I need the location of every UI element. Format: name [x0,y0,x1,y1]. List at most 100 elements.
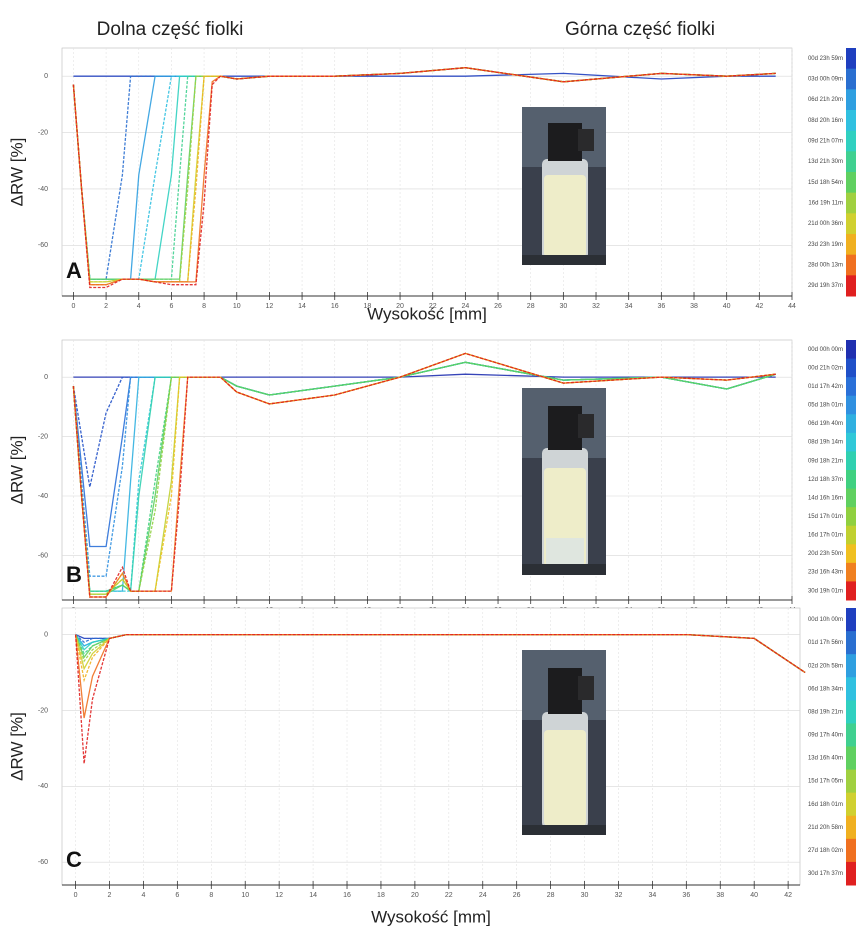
x-tick-label: 22 [429,303,437,310]
x-tick-label: 36 [657,303,665,310]
legend-label: 23d 23h 19m [808,242,843,248]
y-axis-title: ΔRW [%] [7,138,26,207]
x-tick-label: 22 [445,892,453,899]
legend-swatch [846,608,856,632]
legend-swatch [846,234,856,256]
x-tick-label: 44 [788,303,796,310]
x-tick-label: 4 [137,303,141,310]
legend-swatch [846,677,856,701]
legend-label: 28d 00h 13m [808,263,843,269]
x-tick-label: 42 [784,892,792,899]
panel-letter: A [66,258,82,283]
legend-swatch [846,654,856,678]
legend-swatch [846,130,856,152]
x-tick-label: 18 [363,303,371,310]
series-line [72,67,776,289]
x-tick-label: 20 [411,892,419,899]
x-tick-label: 12 [266,303,274,310]
y-tick-label: 0 [44,374,48,381]
y-tick-label: 0 [44,631,48,638]
legend-label: 01d 17h 42m [808,384,843,390]
y-axis-title: ΔRW [%] [7,712,26,781]
x-tick-label: 28 [547,892,555,899]
legend-label: 00d 10h 00m [808,617,843,623]
legend-label: 09d 21h 07m [808,139,843,145]
x-tick-label: 40 [750,892,758,899]
legend-swatch [846,631,856,655]
y-tick-label: -20 [38,707,48,714]
x-tick-label: 2 [104,303,108,310]
x-tick-label: 16 [331,303,339,310]
legend-swatch [846,815,856,840]
x-axis-title: Wysokość [mm] [367,304,487,323]
legend-label: 12d 18h 37m [808,477,843,483]
plot-area [61,47,793,297]
y-tick-label: -40 [38,783,48,790]
photos [522,107,606,835]
legend-label: 03d 00h 09m [808,77,843,83]
header-right: Górna część fiolki [565,19,715,40]
legend-label: 14d 16h 16m [808,495,843,501]
legend-label: 00d 21h 02m [808,365,843,371]
y-tick-label: -60 [38,552,48,559]
y-tick-label: -60 [38,859,48,866]
vial-photo [522,650,606,835]
legend-label: 13d 16h 40m [808,756,843,762]
legend-swatch [846,340,856,360]
legend-swatch [846,213,856,235]
legend-label: 01d 17h 56m [808,640,843,646]
y-tick-label: -40 [38,186,48,193]
legend-swatch [846,525,856,545]
plot-area [61,339,793,601]
x-axis-title: Wysokość [mm] [371,907,491,926]
legend-label: 00d 00h 00m [808,347,843,353]
legend-label: 00d 23h 59m [808,56,843,62]
x-tick-label: 18 [377,892,385,899]
legend-label: 02d 20h 58m [808,663,843,669]
x-tick-label: 8 [202,303,206,310]
legend-swatch [846,358,856,378]
x-tick-label: 0 [71,303,75,310]
legend-swatch [846,451,856,471]
x-tick-label: 16 [343,892,351,899]
legend-swatch [846,151,856,173]
legend-swatch [846,254,856,276]
x-tick-label: 26 [494,303,502,310]
legend-swatch [846,581,856,601]
x-tick-label: 32 [592,303,600,310]
legend-label: 16d 19h 11m [808,201,843,207]
legend-swatch [846,68,856,90]
x-tick-label: 42 [755,303,763,310]
legend-label: 30d 19h 01m [808,588,843,594]
legend-label: 21d 00h 36m [808,221,843,227]
y-tick-label: -40 [38,493,48,500]
x-tick-label: 8 [209,892,213,899]
vial-photo [522,388,606,575]
x-tick-label: 26 [513,892,521,899]
legend-label: 16d 17h 01m [808,533,843,539]
x-tick-label: 14 [298,303,306,310]
legend-swatch [846,48,856,70]
legend-swatch [846,488,856,508]
legend-label: 16d 18h 01m [808,802,843,808]
legend-swatch [846,172,856,194]
y-axis-title: ΔRW [%] [7,436,26,505]
legend-swatch [846,395,856,415]
legend-label: 20d 23h 50m [808,551,843,557]
legend-swatch [846,861,856,886]
y-tick-label: 0 [44,73,48,80]
legend-label: 21d 20h 58m [808,825,843,831]
legend-swatch [846,792,856,817]
y-tick-label: -60 [38,242,48,249]
legend-swatch [846,275,856,297]
x-tick-label: 10 [233,303,241,310]
plot-area [61,607,801,886]
legend-label: 05d 18h 01m [808,403,843,409]
legend-swatch [846,414,856,434]
x-tick-label: 40 [723,303,731,310]
x-tick-label: 34 [649,892,657,899]
legend-swatch [846,192,856,214]
x-tick-label: 28 [527,303,535,310]
legend-label: 09d 18h 21m [808,458,843,464]
x-tick-label: 38 [690,303,698,310]
